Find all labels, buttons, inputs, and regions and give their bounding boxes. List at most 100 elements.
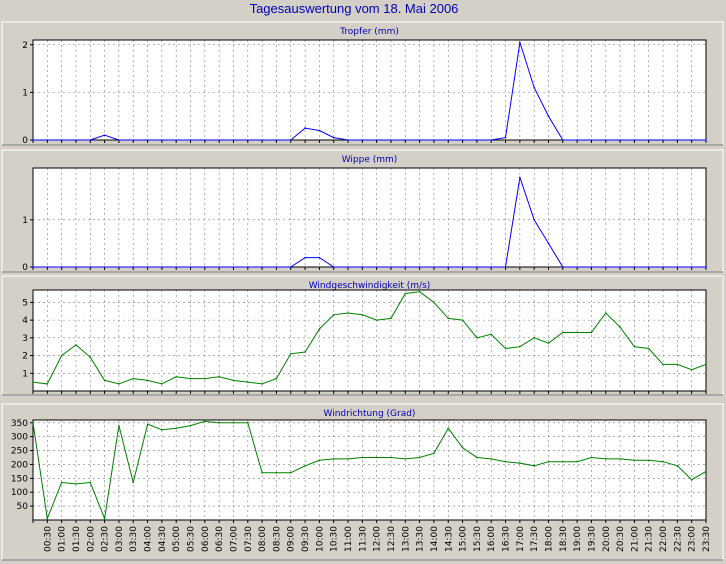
data-point xyxy=(204,139,206,141)
data-point xyxy=(461,266,464,268)
data-point xyxy=(75,266,77,268)
data-point xyxy=(404,266,407,268)
x-tick-label: 05:30 xyxy=(187,526,197,552)
x-tick-label: 13:00 xyxy=(401,526,411,552)
data-point xyxy=(705,470,707,473)
x-tick-label: 06:30 xyxy=(215,526,225,552)
data-point xyxy=(246,421,249,424)
data-point xyxy=(275,377,278,380)
data-point xyxy=(232,139,235,141)
data-point xyxy=(246,266,249,268)
data-point xyxy=(275,471,278,474)
data-point xyxy=(89,139,92,141)
series-line xyxy=(32,291,707,385)
data-point xyxy=(175,266,177,268)
data-point xyxy=(604,139,607,141)
data-point xyxy=(46,383,49,385)
data-point xyxy=(619,139,621,141)
data-point xyxy=(447,317,450,320)
data-point xyxy=(533,86,535,89)
data-point xyxy=(347,139,349,141)
data-point xyxy=(218,266,220,268)
data-point xyxy=(690,266,693,268)
data-point xyxy=(304,127,306,129)
x-tick-label: 01:00 xyxy=(58,526,68,552)
data-point xyxy=(662,363,664,366)
data-point xyxy=(75,139,77,141)
data-point xyxy=(361,266,364,268)
data-point xyxy=(261,266,263,268)
x-tick-label: 05:00 xyxy=(172,526,182,552)
data-point xyxy=(590,331,593,334)
data-point xyxy=(533,465,535,467)
data-point xyxy=(375,456,378,459)
data-point xyxy=(676,363,679,366)
data-point xyxy=(418,139,421,141)
x-tick-label: 16:00 xyxy=(487,526,497,552)
data-point xyxy=(547,242,550,245)
data-point xyxy=(175,427,177,430)
data-point xyxy=(161,428,163,431)
data-point xyxy=(218,139,220,141)
data-point xyxy=(590,266,593,268)
data-point xyxy=(232,379,235,382)
data-point xyxy=(75,344,77,346)
data-point xyxy=(576,460,578,463)
data-point xyxy=(519,41,521,44)
x-tick-label: 10:30 xyxy=(330,526,340,552)
data-point xyxy=(318,256,321,259)
data-point xyxy=(418,290,421,293)
data-point xyxy=(375,266,378,268)
data-point xyxy=(647,139,650,141)
data-point xyxy=(175,139,177,141)
data-point xyxy=(361,139,364,141)
data-point xyxy=(619,266,621,268)
y-tick-label: 2 xyxy=(22,352,28,362)
data-point xyxy=(562,266,564,268)
data-point xyxy=(647,347,650,350)
data-point xyxy=(89,266,92,268)
x-tick-label: 11:00 xyxy=(344,526,354,552)
data-point xyxy=(32,139,34,141)
data-point xyxy=(590,456,593,459)
plot-area xyxy=(33,40,706,140)
data-point xyxy=(189,377,192,380)
data-point xyxy=(218,376,220,378)
x-tick-label: 17:30 xyxy=(530,526,540,552)
data-point xyxy=(604,458,607,460)
data-point xyxy=(289,471,292,474)
x-tick-label: 03:00 xyxy=(115,526,125,552)
x-tick-label: 15:00 xyxy=(459,526,469,552)
data-point xyxy=(318,328,321,330)
data-point xyxy=(118,139,120,141)
data-point xyxy=(390,266,392,268)
x-tick-label: 09:30 xyxy=(301,526,311,552)
data-point xyxy=(232,266,235,268)
data-point xyxy=(390,456,392,459)
data-point xyxy=(347,458,349,460)
y-tick-label: 1 xyxy=(22,369,28,379)
data-point xyxy=(332,314,335,316)
data-point xyxy=(433,139,435,141)
chart-panel-4: Windrichtung (Grad) 50 100 150 200 250 300 350 0… xyxy=(1,403,724,561)
data-point xyxy=(46,266,49,268)
x-tick-label: 18:00 xyxy=(544,526,554,552)
y-tick-label: 1 xyxy=(22,216,28,226)
data-point xyxy=(433,266,435,268)
data-point xyxy=(690,139,693,141)
axes-box xyxy=(32,289,707,392)
x-tick-label: 11:30 xyxy=(358,526,368,552)
x-tick-label: 09:00 xyxy=(287,526,297,552)
x-tick-label: 17:00 xyxy=(516,526,526,552)
data-point xyxy=(246,139,249,141)
x-tick-label: 08:00 xyxy=(258,526,268,552)
data-point xyxy=(476,139,478,141)
data-point xyxy=(662,266,664,268)
data-point xyxy=(161,266,163,268)
data-point xyxy=(390,139,392,141)
data-point xyxy=(361,456,364,459)
data-point xyxy=(633,266,636,268)
data-point xyxy=(447,266,450,268)
data-point xyxy=(146,266,149,268)
